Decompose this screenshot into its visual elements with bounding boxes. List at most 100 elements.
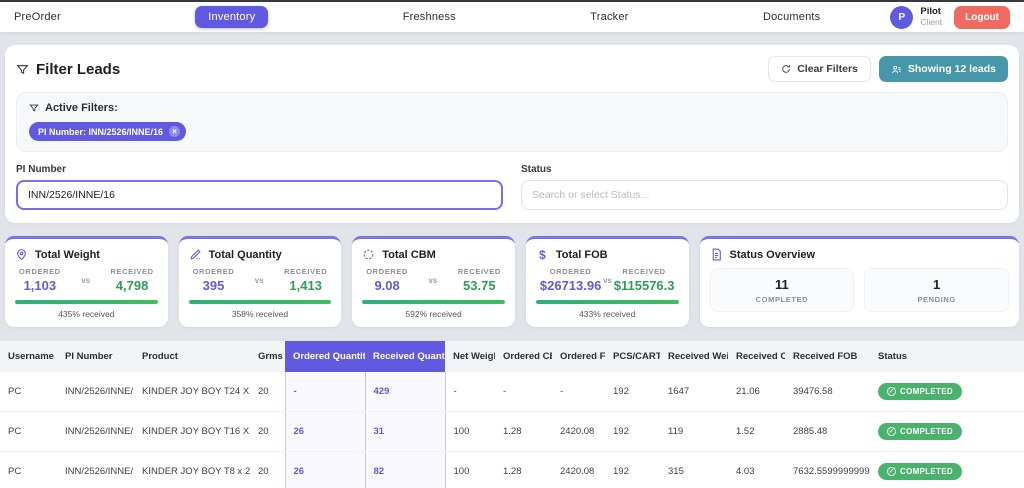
ordered-value: $26713.96 bbox=[539, 278, 602, 293]
column-header-grms[interactable]: Grms bbox=[250, 341, 285, 372]
column-header-status[interactable]: Status bbox=[870, 341, 1024, 372]
percent-received-label: 435% received bbox=[58, 309, 115, 319]
received-value: 53.75 bbox=[463, 278, 496, 293]
filter-leads-card: Filter Leads Clear Filters Showing 12 le… bbox=[5, 45, 1019, 223]
status-badge-label: COMPLETED bbox=[900, 467, 953, 476]
cell-received-cbm: 21.06 bbox=[728, 372, 785, 412]
nav-item-tracker[interactable]: Tracker bbox=[590, 11, 629, 23]
user-role: Client bbox=[920, 16, 943, 27]
cell-received-quantity: 429 bbox=[364, 372, 446, 412]
nav-items: PreOrder Inventory Freshness Tracker Documen… bbox=[14, 6, 890, 28]
logout-button[interactable]: Logout bbox=[954, 5, 1010, 29]
status-badge-label: COMPLETED bbox=[900, 427, 953, 436]
column-header-received-fob[interactable]: Received FOB bbox=[785, 341, 870, 372]
column-header-product[interactable]: Product bbox=[134, 341, 250, 372]
showing-leads-badge[interactable]: Showing 12 leads bbox=[878, 56, 1008, 82]
progress-bar-fill bbox=[535, 300, 679, 304]
cell-pi-number: INN/2526/INNE/16 bbox=[57, 372, 134, 412]
table-header-row: Username PI Number Product Grms Ordered Quan… bbox=[0, 341, 1024, 372]
progress-bar bbox=[15, 300, 158, 304]
column-header-received-cbm[interactable]: Received CBM bbox=[728, 341, 785, 372]
cell-grms: 20 bbox=[250, 451, 285, 488]
summary-card-total-weight: Total Weight ORDERED 1,103 vs RECEIVED 4,798 4… bbox=[5, 236, 168, 327]
summary-card-total-fob: $ Total FOB ORDERED $26713.96 vs RECEIVED $115… bbox=[525, 236, 689, 327]
vs-label: vs bbox=[603, 275, 612, 285]
nav-item-preorder[interactable]: PreOrder bbox=[14, 11, 61, 23]
column-header-ordered-fob[interactable]: Ordered FOB bbox=[552, 341, 605, 372]
cell-received-weight: 119 bbox=[660, 411, 728, 452]
status-box-pending: 1 PENDING bbox=[864, 268, 1010, 312]
cell-received-quantity: 31 bbox=[364, 411, 446, 452]
users-icon bbox=[892, 65, 901, 73]
ordered-value: 1,103 bbox=[23, 278, 57, 293]
ordered-value: 395 bbox=[202, 278, 225, 293]
column-header-pi-number[interactable]: PI Number bbox=[57, 341, 134, 372]
status-badge: ✓ COMPLETED bbox=[878, 463, 962, 480]
nav-item-freshness[interactable]: Freshness bbox=[402, 11, 456, 23]
column-header-username[interactable]: Username bbox=[0, 341, 57, 372]
cell-received-fob: 39476.58 bbox=[785, 372, 870, 412]
user-name: Pilot bbox=[920, 5, 941, 17]
funnel-icon bbox=[29, 104, 39, 112]
pi-number-input[interactable] bbox=[16, 180, 503, 210]
cell-ordered-fob: 2420.08 bbox=[552, 451, 605, 488]
circle-icon bbox=[362, 248, 375, 261]
percent-received-label: 433% received bbox=[579, 309, 636, 319]
cell-ordered-quantity: 26 bbox=[284, 451, 366, 488]
received-value: $115576.3 bbox=[613, 278, 675, 293]
column-header-ordered-cbm[interactable]: Ordered CBM bbox=[495, 341, 552, 372]
status-box-label: COMPLETED bbox=[755, 295, 809, 304]
ordered-label: ORDERED bbox=[192, 267, 235, 276]
cell-product: KINDER JOY BOY T8 x 24 bbox=[134, 451, 250, 488]
column-header-received-quantity[interactable]: Received Quantity bbox=[365, 341, 445, 372]
nav-item-documents[interactable]: Documents bbox=[762, 11, 821, 23]
check-icon: ✓ bbox=[887, 387, 896, 396]
cell-product: KINDER JOY BOY T16 X 12 bbox=[134, 411, 250, 452]
active-filters-box: Active Filters: PI Number: INN/2526/INNE… bbox=[16, 92, 1008, 152]
cell-status: ✓ COMPLETED bbox=[870, 411, 1024, 452]
user-avatar[interactable]: P bbox=[890, 5, 914, 29]
chip-remove-icon[interactable]: × bbox=[169, 126, 181, 137]
progress-bar bbox=[188, 300, 332, 304]
vs-label: vs bbox=[428, 275, 438, 285]
received-value: 1,413 bbox=[289, 278, 322, 293]
cell-received-fob: 7632.5599999999995 bbox=[785, 451, 870, 488]
pin-icon bbox=[15, 248, 28, 261]
card-title: Status Overview bbox=[729, 248, 816, 261]
column-header-received-weight[interactable]: Received Weight bbox=[660, 341, 728, 372]
column-header-pcs-carton[interactable]: PCS/CARTON bbox=[605, 341, 660, 372]
clear-filters-button[interactable]: Clear Filters bbox=[768, 56, 871, 82]
column-header-ordered-quantity[interactable]: Ordered Quantity bbox=[285, 341, 365, 372]
check-icon: ✓ bbox=[887, 427, 896, 436]
received-label: RECEIVED bbox=[110, 267, 154, 276]
user-block: P Pilot Client Logout bbox=[890, 5, 1010, 29]
status-count: 11 bbox=[775, 277, 789, 292]
leads-table-wrap: Username PI Number Product Grms Ordered Quan… bbox=[0, 341, 1024, 488]
summary-card-total-cbm: Total CBM ORDERED 9.08 vs RECEIVED 53.75 592% … bbox=[352, 236, 515, 327]
progress-bar bbox=[535, 300, 679, 304]
status-input[interactable] bbox=[521, 180, 1008, 210]
cell-received-cbm: 1.52 bbox=[728, 411, 785, 452]
cell-pcs-carton: 192 bbox=[605, 451, 660, 488]
received-label: RECEIVED bbox=[622, 267, 666, 276]
status-badge: ✓ COMPLETED bbox=[878, 383, 962, 400]
cell-ordered-cbm: - bbox=[495, 372, 552, 412]
cell-pi-number: INN/2526/INNE/16 bbox=[57, 411, 134, 452]
cell-pcs-carton: 192 bbox=[605, 372, 660, 412]
leads-table: Username PI Number Product Grms Ordered Quan… bbox=[0, 341, 1024, 488]
ordered-label: ORDERED bbox=[366, 267, 408, 276]
cell-product: KINDER JOY BOY T24 X 8 bbox=[134, 372, 250, 412]
filter-chip-pi-number[interactable]: PI Number: INN/2526/INNE/16 × bbox=[29, 122, 187, 141]
status-overview-card: Status Overview 11 COMPLETED 1 PENDING bbox=[699, 236, 1020, 327]
vs-label: vs bbox=[254, 275, 264, 285]
cell-net-weight: 100 bbox=[445, 411, 495, 452]
dollar-icon: $ bbox=[539, 247, 546, 262]
top-navbar: PreOrder Inventory Freshness Tracker Documen… bbox=[0, 2, 1024, 32]
nav-item-inventory[interactable]: Inventory bbox=[195, 6, 269, 28]
cell-pi-number: INN/2526/INNE/16 bbox=[57, 451, 134, 488]
column-header-net-weight[interactable]: Net Weight bbox=[445, 341, 495, 372]
